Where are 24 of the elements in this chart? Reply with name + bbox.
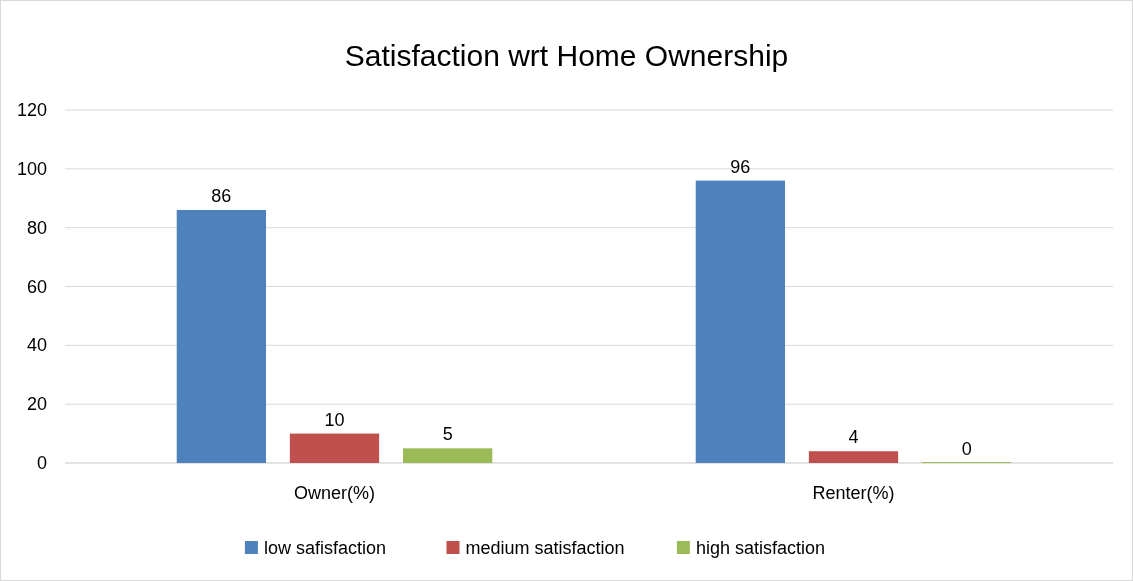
data-label: 96 [730, 156, 751, 177]
legend-label: high satisfaction [695, 538, 825, 558]
bar [289, 433, 380, 463]
y-tick-label: 120 [16, 100, 47, 120]
data-label: 5 [442, 424, 453, 445]
y-tick-label: 60 [26, 276, 47, 297]
x-tick-label: Owner(%) [293, 483, 376, 503]
bar [695, 180, 785, 463]
bar [403, 448, 493, 463]
data-label: 4 [848, 427, 859, 448]
y-tick-label: 100 [16, 158, 47, 179]
data-label: 10 [324, 409, 345, 430]
bar [176, 210, 266, 463]
data-label: 86 [211, 186, 232, 207]
chart-title: Satisfaction wrt Home Ownership [344, 39, 789, 72]
x-tick-label: Renter(%) [812, 483, 895, 503]
bar [808, 451, 899, 463]
data-label: 0 [961, 439, 972, 459]
y-tick-label: 0 [36, 453, 47, 473]
legend-label: low safisfaction [263, 538, 386, 558]
legend-label: medium satisfaction [465, 538, 625, 558]
y-tick-label: 20 [26, 394, 47, 415]
y-tick-label: 80 [26, 217, 47, 238]
y-tick-label: 40 [26, 335, 47, 356]
